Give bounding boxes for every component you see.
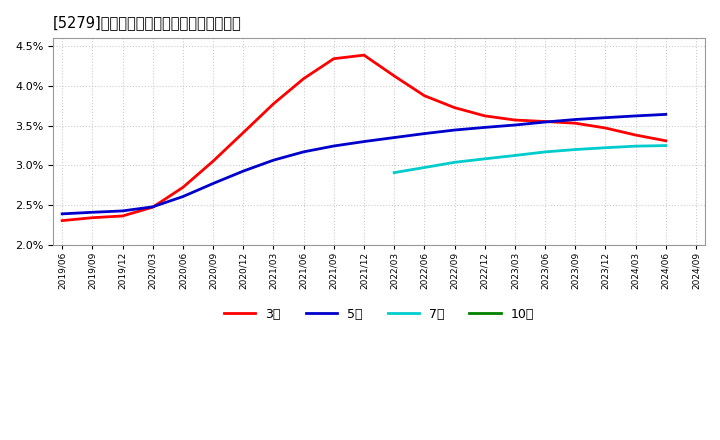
5年	[58, 211, 66, 216]
7年	[450, 160, 459, 165]
3年	[571, 121, 580, 126]
5年	[179, 194, 187, 199]
5年	[571, 117, 580, 122]
Line: 3年: 3年	[62, 55, 666, 220]
5年	[601, 115, 610, 120]
7年	[601, 145, 610, 150]
5年	[390, 135, 398, 140]
7年	[662, 143, 670, 148]
5年	[510, 122, 519, 128]
3年	[300, 76, 308, 81]
3年	[58, 218, 66, 223]
5年	[541, 119, 549, 125]
5年	[662, 112, 670, 117]
Line: 7年: 7年	[394, 146, 666, 172]
3年	[480, 113, 489, 118]
3年	[450, 105, 459, 110]
3年	[179, 185, 187, 190]
3年	[359, 52, 368, 58]
3年	[118, 213, 127, 219]
7年	[541, 149, 549, 154]
3年	[420, 93, 428, 98]
5年	[450, 128, 459, 133]
3年	[662, 138, 670, 143]
7年	[510, 153, 519, 158]
5年	[420, 131, 428, 136]
3年	[330, 56, 338, 61]
5年	[118, 208, 127, 213]
5年	[148, 204, 157, 209]
5年	[300, 149, 308, 154]
3年	[148, 205, 157, 210]
5年	[239, 169, 248, 174]
Line: 5年: 5年	[62, 114, 666, 214]
3年	[209, 158, 217, 164]
3年	[541, 119, 549, 124]
5年	[330, 143, 338, 149]
7年	[571, 147, 580, 152]
7年	[420, 165, 428, 170]
5年	[269, 158, 278, 163]
3年	[239, 130, 248, 136]
7年	[390, 170, 398, 175]
5年	[631, 113, 640, 118]
7年	[631, 143, 640, 149]
3年	[88, 215, 96, 220]
5年	[209, 181, 217, 186]
Legend: 3年, 5年, 7年, 10年: 3年, 5年, 7年, 10年	[219, 303, 539, 326]
3年	[510, 117, 519, 123]
3年	[601, 125, 610, 131]
5年	[359, 139, 368, 144]
Text: [5279]　経常利益マージンの平均値の推移: [5279] 経常利益マージンの平均値の推移	[53, 15, 242, 30]
5年	[480, 125, 489, 130]
5年	[88, 209, 96, 215]
3年	[631, 132, 640, 138]
3年	[269, 101, 278, 106]
7年	[480, 156, 489, 161]
3年	[390, 73, 398, 78]
